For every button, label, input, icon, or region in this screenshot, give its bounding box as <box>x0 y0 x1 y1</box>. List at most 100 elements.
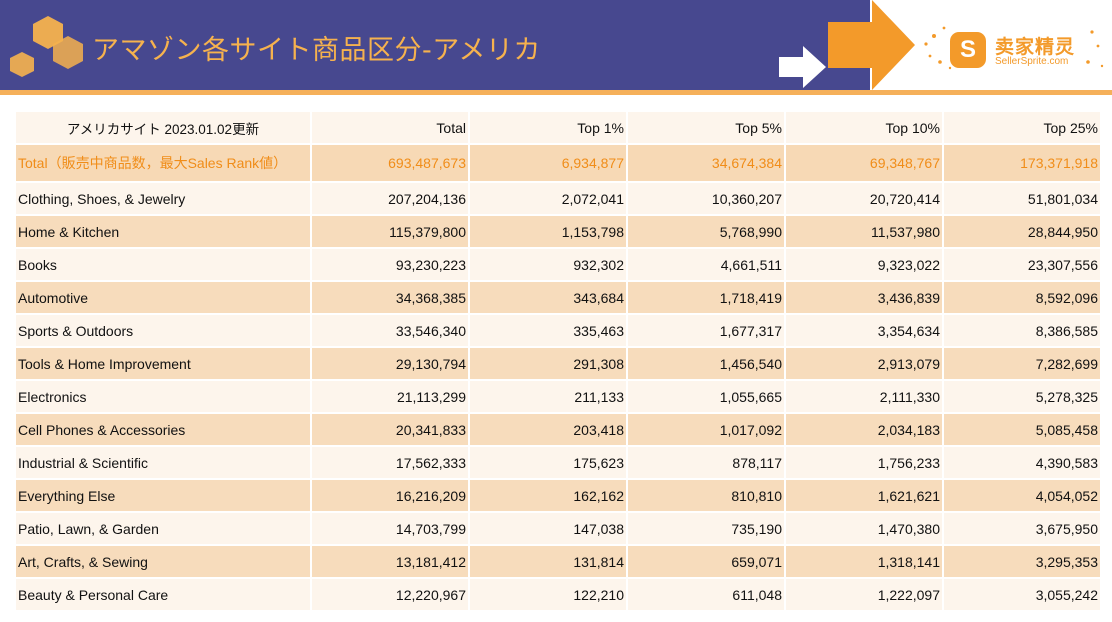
count-cell: 16,216,209 <box>312 480 468 511</box>
count-cell: 162,162 <box>470 480 626 511</box>
count-cell: 17,562,333 <box>312 447 468 478</box>
category-name-cell: Sports & Outdoors <box>16 315 310 346</box>
logo-mark-icon: S <box>950 32 986 68</box>
count-cell: 34,368,385 <box>312 282 468 313</box>
hexagon-logo-icon <box>10 16 83 77</box>
count-cell: 203,418 <box>470 414 626 445</box>
count-cell: 1,470,380 <box>786 513 942 544</box>
arrow-right-large-icon <box>828 0 915 90</box>
count-cell: 1,055,665 <box>628 381 784 412</box>
category-name-cell: Art, Crafts, & Sewing <box>16 546 310 577</box>
logo-chinese-text: 卖家精灵 <box>995 36 1076 58</box>
table-row: Automotive 34,368,385 343,684 1,718,419 3,43… <box>16 282 1100 313</box>
count-cell: 207,204,136 <box>312 183 468 214</box>
count-cell: 1,756,233 <box>786 447 942 478</box>
count-cell: 1,621,621 <box>786 480 942 511</box>
category-name-cell: Books <box>16 249 310 280</box>
page-title: アマゾン各サイト商品区分-アメリカ <box>92 35 541 66</box>
count-cell: 9,323,022 <box>786 249 942 280</box>
count-cell: 878,117 <box>628 447 784 478</box>
count-cell: 33,546,340 <box>312 315 468 346</box>
count-cell: 810,810 <box>628 480 784 511</box>
count-cell: 14,703,799 <box>312 513 468 544</box>
count-cell: 29,130,794 <box>312 348 468 379</box>
category-name-cell: Electronics <box>16 381 310 412</box>
brand-logo: S 卖家精灵 SellerSprite.com <box>920 22 1106 74</box>
table-row: Art, Crafts, & Sewing 13,181,412 131,814 65… <box>16 546 1100 577</box>
arrow-right-icon <box>779 46 826 88</box>
table-row: Books 93,230,223 932,302 4,661,511 9,323,022… <box>16 249 1100 280</box>
count-cell: 1,153,798 <box>470 216 626 247</box>
logo-english-text: SellerSprite.com <box>995 56 1069 67</box>
column-header-top1: Top 1% <box>470 112 626 143</box>
count-cell: 8,592,096 <box>944 282 1100 313</box>
count-cell: 20,720,414 <box>786 183 942 214</box>
column-header-top25: Top 25% <box>944 112 1100 143</box>
column-header-top10: Top 10% <box>786 112 942 143</box>
count-cell: 4,390,583 <box>944 447 1100 478</box>
count-cell: 735,190 <box>628 513 784 544</box>
table-row: Electronics 21,113,299 211,133 1,055,665 2,1… <box>16 381 1100 412</box>
count-cell: 659,071 <box>628 546 784 577</box>
count-cell: 8,386,585 <box>944 315 1100 346</box>
count-cell: 1,718,419 <box>628 282 784 313</box>
count-cell: 4,661,511 <box>628 249 784 280</box>
category-name-cell: Everything Else <box>16 480 310 511</box>
count-cell: 3,354,634 <box>786 315 942 346</box>
count-cell: 4,054,052 <box>944 480 1100 511</box>
count-cell: 5,085,458 <box>944 414 1100 445</box>
count-cell: 1,677,317 <box>628 315 784 346</box>
count-cell: 2,034,183 <box>786 414 942 445</box>
category-name-cell: Patio, Lawn, & Garden <box>16 513 310 544</box>
count-cell: 23,307,556 <box>944 249 1100 280</box>
category-name-cell: Home & Kitchen <box>16 216 310 247</box>
header-divider <box>0 90 1112 95</box>
count-cell: 3,295,353 <box>944 546 1100 577</box>
count-cell: 335,463 <box>470 315 626 346</box>
total-label: Total（販売中商品数，最大Sales Rank値） <box>16 145 310 181</box>
total-cell: 34,674,384 <box>628 145 784 181</box>
count-cell: 1,017,092 <box>628 414 784 445</box>
count-cell: 343,684 <box>470 282 626 313</box>
count-cell: 3,055,242 <box>944 579 1100 610</box>
table-row: Patio, Lawn, & Garden 14,703,799 147,038 73… <box>16 513 1100 544</box>
count-cell: 122,210 <box>470 579 626 610</box>
count-cell: 12,220,967 <box>312 579 468 610</box>
count-cell: 11,537,980 <box>786 216 942 247</box>
category-name-cell: Automotive <box>16 282 310 313</box>
category-name-cell: Beauty & Personal Care <box>16 579 310 610</box>
count-cell: 3,436,839 <box>786 282 942 313</box>
column-header-site: アメリカサイト 2023.01.02更新 <box>16 112 310 143</box>
count-cell: 291,308 <box>470 348 626 379</box>
category-name-cell: Clothing, Shoes, & Jewelry <box>16 183 310 214</box>
count-cell: 51,801,034 <box>944 183 1100 214</box>
count-cell: 211,133 <box>470 381 626 412</box>
count-cell: 2,111,330 <box>786 381 942 412</box>
count-cell: 93,230,223 <box>312 249 468 280</box>
table-row: Clothing, Shoes, & Jewelry 207,204,136 2,0… <box>16 183 1100 214</box>
category-name-cell: Tools & Home Improvement <box>16 348 310 379</box>
total-cell: 6,934,877 <box>470 145 626 181</box>
column-header-total: Total <box>312 112 468 143</box>
category-name-cell: Industrial & Scientific <box>16 447 310 478</box>
count-cell: 611,048 <box>628 579 784 610</box>
count-cell: 5,768,990 <box>628 216 784 247</box>
count-cell: 932,302 <box>470 249 626 280</box>
total-row: Total（販売中商品数，最大Sales Rank値） 693,487,673 … <box>16 145 1100 181</box>
count-cell: 2,072,041 <box>470 183 626 214</box>
table-row: Beauty & Personal Care 12,220,967 122,210 6… <box>16 579 1100 610</box>
count-cell: 5,278,325 <box>944 381 1100 412</box>
count-cell: 28,844,950 <box>944 216 1100 247</box>
category-name-cell: Cell Phones & Accessories <box>16 414 310 445</box>
count-cell: 147,038 <box>470 513 626 544</box>
count-cell: 1,456,540 <box>628 348 784 379</box>
total-cell: 173,371,918 <box>944 145 1100 181</box>
sparkle-dots-icon <box>924 26 1104 70</box>
table-row: Sports & Outdoors 33,546,340 335,463 1,677,… <box>16 315 1100 346</box>
table-row: Everything Else 16,216,209 162,162 810,810 1… <box>16 480 1100 511</box>
table-header-row: アメリカサイト 2023.01.02更新 Total Top 1% Top 5%… <box>16 112 1100 143</box>
count-cell: 10,360,207 <box>628 183 784 214</box>
count-cell: 131,814 <box>470 546 626 577</box>
count-cell: 1,222,097 <box>786 579 942 610</box>
table-row: Tools & Home Improvement 29,130,794 291,30… <box>16 348 1100 379</box>
